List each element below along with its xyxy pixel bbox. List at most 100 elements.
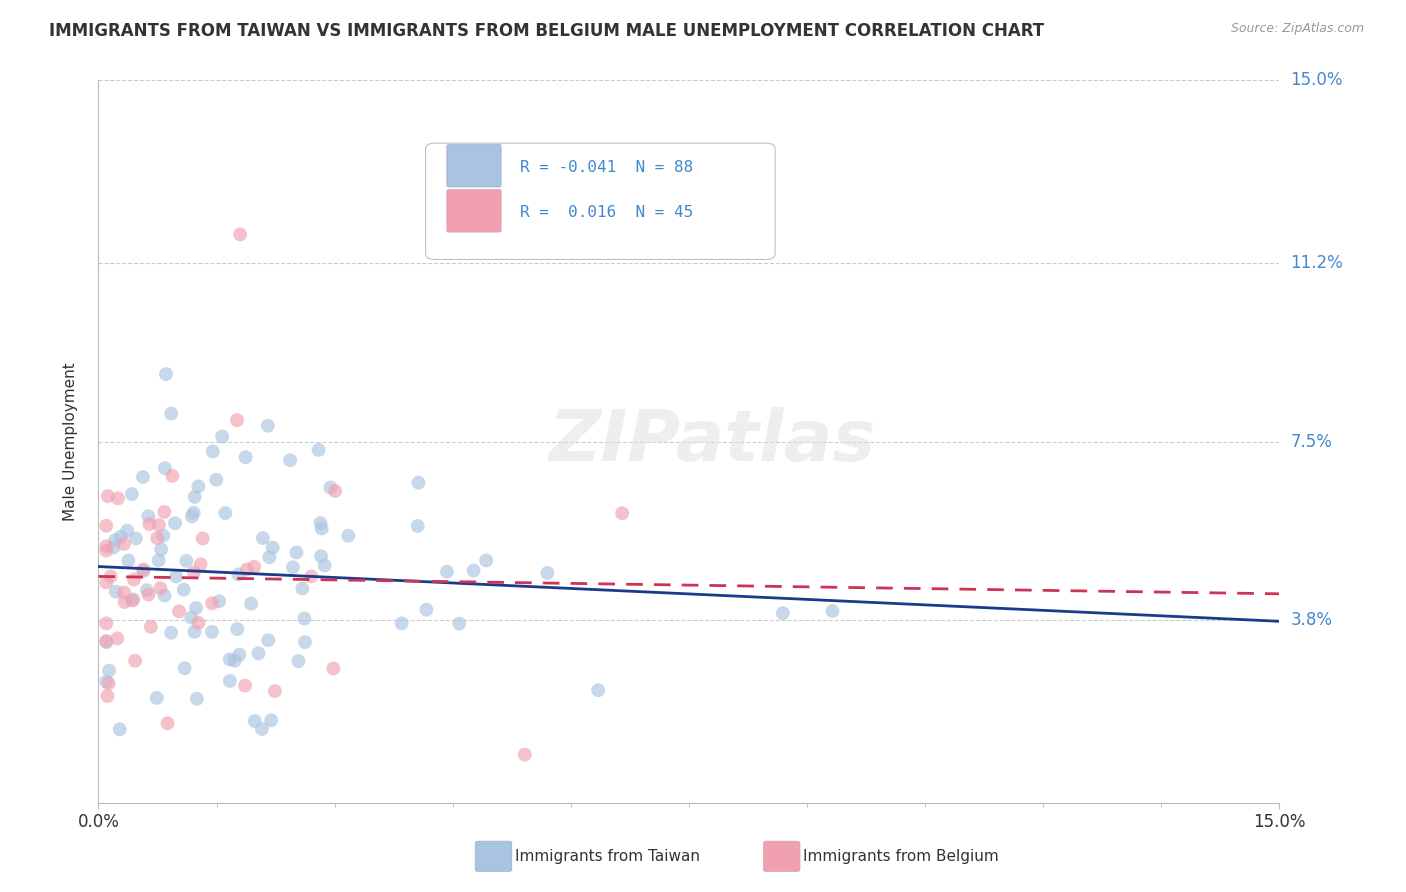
Point: [319, 480, 342, 494]
Point: [323, 483, 346, 498]
Point: [176, 554, 198, 568]
Point: [96, 539, 118, 553]
Point: [156, 716, 179, 731]
Point: [308, 442, 330, 457]
Point: [772, 606, 794, 620]
Point: [190, 558, 212, 572]
Point: [135, 583, 157, 598]
Point: [463, 564, 485, 578]
Point: [243, 714, 266, 728]
Y-axis label: Male Unemployment: Male Unemployment: [63, 362, 77, 521]
Point: [191, 532, 214, 546]
Point: [97, 489, 120, 503]
Point: [586, 683, 609, 698]
Point: [105, 632, 128, 646]
Point: [226, 622, 249, 636]
Point: [449, 616, 471, 631]
Point: [167, 604, 190, 618]
Point: [96, 674, 118, 689]
Point: [243, 559, 266, 574]
Text: Source: ZipAtlas.com: Source: ZipAtlas.com: [1230, 22, 1364, 36]
Text: Immigrants from Belgium: Immigrants from Belgium: [803, 849, 998, 863]
Point: [408, 475, 430, 490]
Point: [96, 689, 118, 703]
Point: [146, 531, 169, 545]
Point: [139, 620, 162, 634]
Point: [152, 528, 174, 542]
Point: [228, 648, 250, 662]
Point: [294, 611, 316, 625]
Point: [96, 518, 118, 533]
Point: [256, 418, 278, 433]
Point: [114, 595, 136, 609]
Point: [311, 522, 333, 536]
Text: Immigrants from Taiwan: Immigrants from Taiwan: [515, 849, 700, 863]
Point: [187, 615, 209, 630]
Text: 11.2%: 11.2%: [1291, 254, 1343, 272]
Point: [100, 569, 122, 583]
Text: R =  0.016  N = 45: R = 0.016 N = 45: [520, 205, 693, 220]
Point: [475, 553, 498, 567]
Point: [153, 589, 176, 603]
Point: [107, 491, 129, 506]
Point: [132, 562, 155, 576]
Point: [406, 519, 429, 533]
Point: [160, 625, 183, 640]
Point: [201, 596, 224, 610]
Point: [103, 541, 125, 555]
Point: [612, 506, 634, 520]
Point: [96, 543, 118, 558]
Point: [148, 553, 170, 567]
Point: [536, 566, 558, 580]
Point: [186, 691, 208, 706]
Point: [314, 558, 336, 573]
Text: 7.5%: 7.5%: [1291, 433, 1333, 450]
Point: [205, 473, 228, 487]
Point: [285, 545, 308, 559]
Point: [250, 722, 273, 736]
FancyBboxPatch shape: [447, 189, 501, 232]
Point: [180, 509, 202, 524]
Point: [201, 444, 224, 458]
Point: [165, 569, 187, 583]
FancyBboxPatch shape: [447, 145, 501, 187]
Point: [183, 490, 205, 504]
Point: [96, 575, 118, 590]
Point: [208, 594, 231, 608]
Point: [309, 549, 332, 563]
Point: [132, 470, 155, 484]
Point: [257, 633, 280, 648]
Point: [155, 367, 177, 381]
Point: [160, 407, 183, 421]
Point: [146, 690, 169, 705]
Point: [211, 429, 233, 443]
Point: [322, 661, 344, 675]
Point: [122, 573, 145, 587]
Point: [173, 661, 195, 675]
Point: [264, 684, 287, 698]
Point: [162, 469, 184, 483]
Point: [183, 624, 205, 639]
Point: [262, 541, 284, 555]
Point: [287, 654, 309, 668]
Point: [112, 585, 135, 599]
Point: [233, 679, 256, 693]
Point: [299, 569, 322, 583]
Point: [125, 532, 148, 546]
Point: [104, 533, 127, 548]
FancyBboxPatch shape: [426, 143, 775, 260]
Point: [226, 413, 249, 427]
Text: 15.0%: 15.0%: [1291, 71, 1343, 89]
Point: [96, 634, 118, 648]
Point: [153, 461, 176, 475]
Point: [98, 664, 121, 678]
Point: [240, 597, 263, 611]
Point: [252, 531, 274, 545]
Point: [173, 582, 195, 597]
Point: [184, 601, 207, 615]
Point: [183, 566, 205, 580]
Point: [153, 505, 176, 519]
Text: IMMIGRANTS FROM TAIWAN VS IMMIGRANTS FROM BELGIUM MALE UNEMPLOYMENT CORRELATION : IMMIGRANTS FROM TAIWAN VS IMMIGRANTS FRO…: [49, 22, 1045, 40]
Point: [281, 560, 304, 574]
Point: [121, 593, 143, 607]
